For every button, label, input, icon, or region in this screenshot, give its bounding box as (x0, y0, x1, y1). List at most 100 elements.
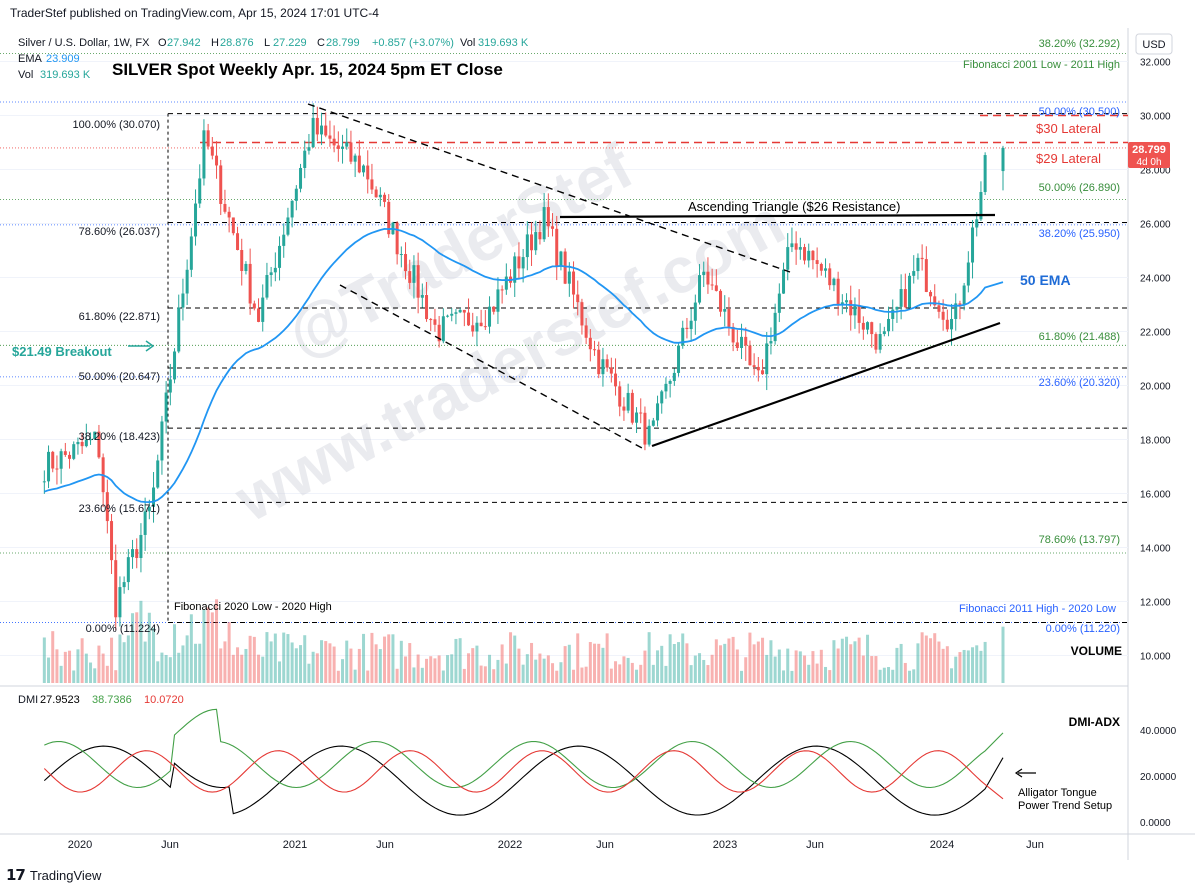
candle-body (425, 295, 429, 320)
volume-bar (656, 650, 660, 683)
publisher-attribution: TraderStef published on TradingView.com,… (10, 6, 379, 20)
volume-bar (698, 653, 702, 683)
candle-body (950, 318, 954, 330)
candle-body (189, 236, 193, 270)
volume-bar (378, 649, 382, 683)
candle-body (156, 460, 160, 488)
volume-bar (576, 633, 580, 683)
candle-body (387, 201, 391, 235)
candle-body (546, 207, 550, 227)
volume-bar (97, 645, 101, 683)
price-axis[interactable]: 32.000 30.000 28.000 26.000 24.000 22.000 20.0… (1140, 58, 1171, 663)
volume-bar (320, 640, 324, 683)
candle-body (454, 312, 458, 314)
volume-bar (836, 648, 840, 683)
candle-body (236, 233, 240, 251)
volume-bar (215, 599, 219, 683)
candle-body (206, 130, 210, 147)
volume-bar (265, 632, 269, 683)
candle-body (488, 306, 492, 327)
candle-body (177, 307, 181, 352)
candle-body (395, 222, 399, 255)
volume-bar (983, 641, 987, 683)
fib-lines (0, 53, 1128, 623)
legend-ohlc-label: O (158, 37, 167, 49)
candle-body (731, 326, 735, 343)
candle-body (740, 336, 744, 348)
legend-ohlc-value: 28.876 (220, 37, 254, 49)
candle-body (429, 319, 433, 321)
volume-bar (534, 659, 538, 683)
candle-body (815, 260, 819, 264)
volume-bar (437, 655, 441, 683)
volume-bar (219, 648, 223, 683)
grid (0, 61, 1128, 656)
candle-body (908, 275, 912, 308)
candle-body (143, 511, 147, 535)
volume-bar (937, 641, 941, 683)
volume-bar (475, 645, 479, 683)
candle-body (639, 412, 643, 414)
volume-bar (223, 641, 227, 683)
volume-bar (597, 643, 601, 683)
volume-bar (895, 647, 899, 683)
candle-body (525, 234, 529, 258)
candle-body (194, 203, 198, 237)
volume-bar (420, 667, 424, 683)
candle-body (320, 125, 324, 135)
candle-body (819, 263, 823, 271)
volume-bar (765, 654, 769, 683)
volume-bar (366, 670, 370, 683)
volume-bar (110, 637, 114, 683)
candle-body (433, 319, 437, 325)
candle-body (240, 250, 244, 271)
candle-body (135, 549, 139, 558)
volume-bar (588, 642, 592, 683)
volume-bar (580, 667, 584, 683)
candle-body (42, 481, 46, 483)
candle-body (941, 311, 945, 320)
candle-body (572, 271, 576, 295)
volume-bar (236, 647, 240, 683)
volume-bar (42, 637, 46, 683)
volume-bar (878, 669, 882, 683)
volume-bar (735, 649, 739, 683)
volume-bar (101, 653, 105, 683)
volume-bar (252, 636, 256, 683)
volume-bar (139, 600, 143, 683)
volume-bar (504, 663, 508, 683)
last-price-badge (1128, 142, 1170, 168)
legend-vol-value: 319.693 K (478, 37, 529, 49)
candle-body (181, 293, 185, 308)
triangle-label: Ascending Triangle ($26 Resistance) (688, 199, 900, 214)
dmi-panel[interactable] (43, 708, 1004, 816)
candle-body (630, 392, 634, 423)
volume-bar (496, 659, 500, 683)
watermarks: @TraderStef www.traderstef.com (223, 130, 796, 536)
candle-body (378, 194, 382, 198)
legend-ohlc: O 27.942 H 28.876 L 27.229 C 28.799 (158, 37, 360, 49)
time-axis[interactable]: 2020 Jun 2021 Jun 2022 Jun 2023 Jun 2024 Jun (68, 839, 1044, 851)
candle-body (324, 125, 328, 136)
candle-body (668, 380, 672, 384)
currency-button[interactable] (1135, 33, 1173, 55)
volume-bar (975, 645, 979, 683)
dmi-plus-value: 38.7386 (92, 694, 132, 706)
candle-body (828, 268, 832, 286)
price-tick-label: 20.000 (1140, 382, 1171, 393)
tradingview-brand[interactable]: 𝟭𝟳 TradingView (6, 866, 101, 884)
volume-bar (744, 657, 748, 683)
volume-bar (177, 652, 181, 683)
fib-left-label: 38.20% (18.423) (79, 431, 160, 443)
fib-right-label: 38.20% (32.292) (1039, 38, 1120, 50)
volume-bar (244, 648, 248, 683)
volume-bar (513, 635, 517, 683)
volume-bar (416, 654, 420, 683)
candle-body (647, 425, 651, 445)
candle-body (929, 291, 933, 297)
volume-bar (500, 644, 504, 683)
candle-body (576, 294, 580, 303)
candle-body (244, 263, 248, 271)
volume-bar (328, 643, 332, 683)
